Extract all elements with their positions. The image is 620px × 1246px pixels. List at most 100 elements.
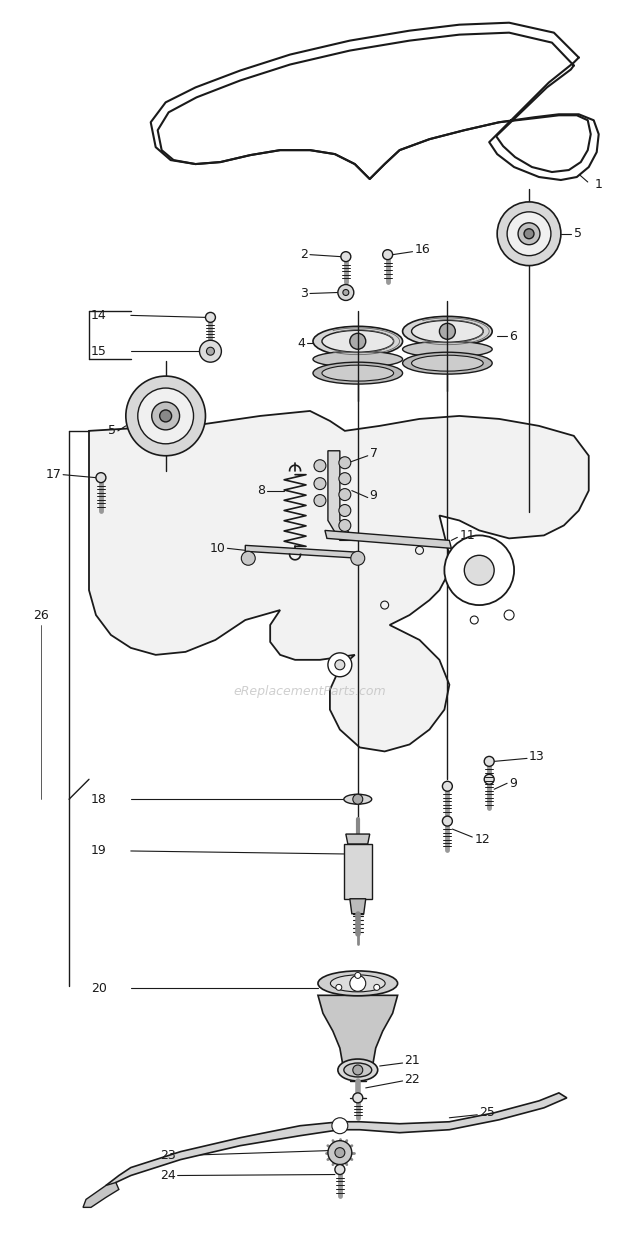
Circle shape	[335, 1148, 345, 1158]
Ellipse shape	[402, 316, 492, 346]
Circle shape	[138, 388, 193, 444]
Text: 21: 21	[405, 1054, 420, 1067]
Circle shape	[241, 551, 255, 566]
Ellipse shape	[322, 365, 394, 381]
Text: 17: 17	[45, 468, 61, 481]
Ellipse shape	[322, 330, 394, 353]
Circle shape	[328, 653, 352, 677]
Ellipse shape	[338, 1059, 378, 1082]
Polygon shape	[246, 546, 360, 558]
Circle shape	[341, 252, 351, 262]
Ellipse shape	[313, 363, 402, 384]
Circle shape	[504, 611, 514, 621]
Circle shape	[353, 1065, 363, 1075]
Ellipse shape	[412, 320, 483, 343]
Circle shape	[353, 1093, 363, 1103]
Text: 24: 24	[160, 1169, 175, 1182]
Text: 13: 13	[529, 750, 545, 763]
Circle shape	[200, 340, 221, 363]
Circle shape	[336, 984, 342, 991]
Circle shape	[335, 660, 345, 670]
Circle shape	[314, 460, 326, 472]
Ellipse shape	[344, 1063, 372, 1077]
Text: 10: 10	[210, 542, 226, 554]
Text: 11: 11	[459, 528, 475, 542]
Ellipse shape	[313, 326, 402, 356]
Circle shape	[206, 348, 215, 355]
Text: 14: 14	[91, 309, 107, 321]
Text: 26: 26	[33, 608, 49, 622]
Circle shape	[160, 410, 172, 422]
Polygon shape	[350, 898, 366, 913]
Polygon shape	[325, 531, 451, 548]
Circle shape	[440, 324, 455, 339]
Text: 9: 9	[370, 490, 378, 502]
Text: 19: 19	[91, 845, 107, 857]
Text: 9: 9	[509, 776, 517, 790]
Circle shape	[339, 505, 351, 517]
Circle shape	[445, 536, 514, 606]
Circle shape	[314, 495, 326, 507]
Circle shape	[339, 472, 351, 485]
Polygon shape	[344, 844, 372, 898]
Text: 5: 5	[108, 425, 116, 437]
Text: 20: 20	[91, 982, 107, 994]
Text: 25: 25	[479, 1106, 495, 1119]
Text: 2: 2	[300, 248, 308, 262]
Circle shape	[339, 457, 351, 468]
Ellipse shape	[330, 974, 385, 992]
Text: 8: 8	[257, 485, 265, 497]
Circle shape	[484, 774, 494, 784]
Text: 6: 6	[509, 330, 517, 343]
Circle shape	[353, 794, 363, 804]
Circle shape	[374, 984, 379, 991]
Text: eReplacementParts.com: eReplacementParts.com	[234, 685, 386, 698]
Circle shape	[484, 756, 494, 766]
Circle shape	[152, 402, 180, 430]
Circle shape	[338, 284, 354, 300]
Circle shape	[518, 223, 540, 244]
Text: 5: 5	[574, 227, 582, 240]
Circle shape	[443, 816, 453, 826]
Ellipse shape	[313, 351, 402, 368]
Polygon shape	[318, 996, 397, 1065]
Circle shape	[383, 249, 392, 259]
Circle shape	[464, 556, 494, 586]
Circle shape	[328, 1140, 352, 1165]
Text: 7: 7	[370, 447, 378, 460]
Circle shape	[96, 472, 106, 482]
Circle shape	[314, 477, 326, 490]
Circle shape	[126, 376, 205, 456]
Ellipse shape	[402, 353, 492, 374]
Circle shape	[524, 229, 534, 239]
Circle shape	[351, 551, 365, 566]
Circle shape	[335, 1165, 345, 1175]
Polygon shape	[83, 1182, 119, 1207]
Text: 18: 18	[91, 792, 107, 806]
Text: 1: 1	[595, 178, 603, 192]
Ellipse shape	[412, 355, 483, 371]
Polygon shape	[89, 411, 589, 751]
Text: 4: 4	[297, 336, 305, 350]
Text: 12: 12	[474, 832, 490, 846]
Ellipse shape	[402, 341, 492, 358]
Ellipse shape	[318, 971, 397, 996]
Text: 23: 23	[160, 1149, 175, 1163]
Circle shape	[332, 1118, 348, 1134]
Text: 15: 15	[91, 345, 107, 358]
Circle shape	[507, 212, 551, 255]
Polygon shape	[328, 451, 355, 541]
Circle shape	[339, 488, 351, 501]
Circle shape	[343, 289, 349, 295]
Circle shape	[350, 976, 366, 992]
Polygon shape	[106, 1093, 567, 1190]
Circle shape	[497, 202, 561, 265]
Polygon shape	[346, 834, 370, 844]
Circle shape	[205, 313, 215, 323]
Circle shape	[339, 520, 351, 531]
Text: 16: 16	[415, 243, 430, 257]
Text: 3: 3	[300, 287, 308, 300]
Circle shape	[355, 972, 361, 978]
Circle shape	[443, 781, 453, 791]
Text: 22: 22	[405, 1074, 420, 1087]
